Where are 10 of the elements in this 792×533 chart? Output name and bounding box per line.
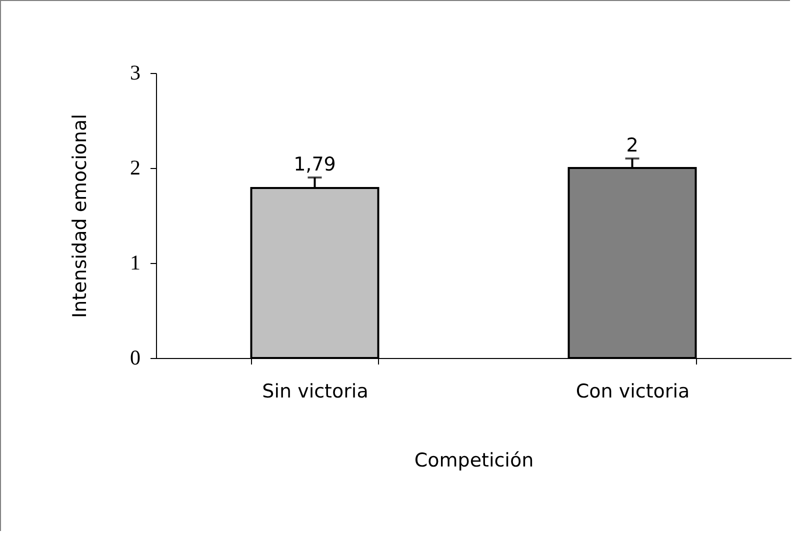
data-label: 1,79 [294, 154, 336, 176]
data-label: 2 [626, 134, 638, 156]
y-tick-label: 3 [130, 60, 140, 84]
y-tick-label: 2 [130, 156, 140, 180]
y-tick-label: 0 [130, 346, 140, 370]
x-tick-label: Sin victoria [262, 380, 368, 402]
x-axis-title: Competición [414, 450, 534, 472]
x-tick-label: Con victoria [576, 380, 690, 402]
y-tick-label: 1 [130, 250, 140, 274]
y-axis-title: Intensidad emocional [69, 114, 91, 318]
